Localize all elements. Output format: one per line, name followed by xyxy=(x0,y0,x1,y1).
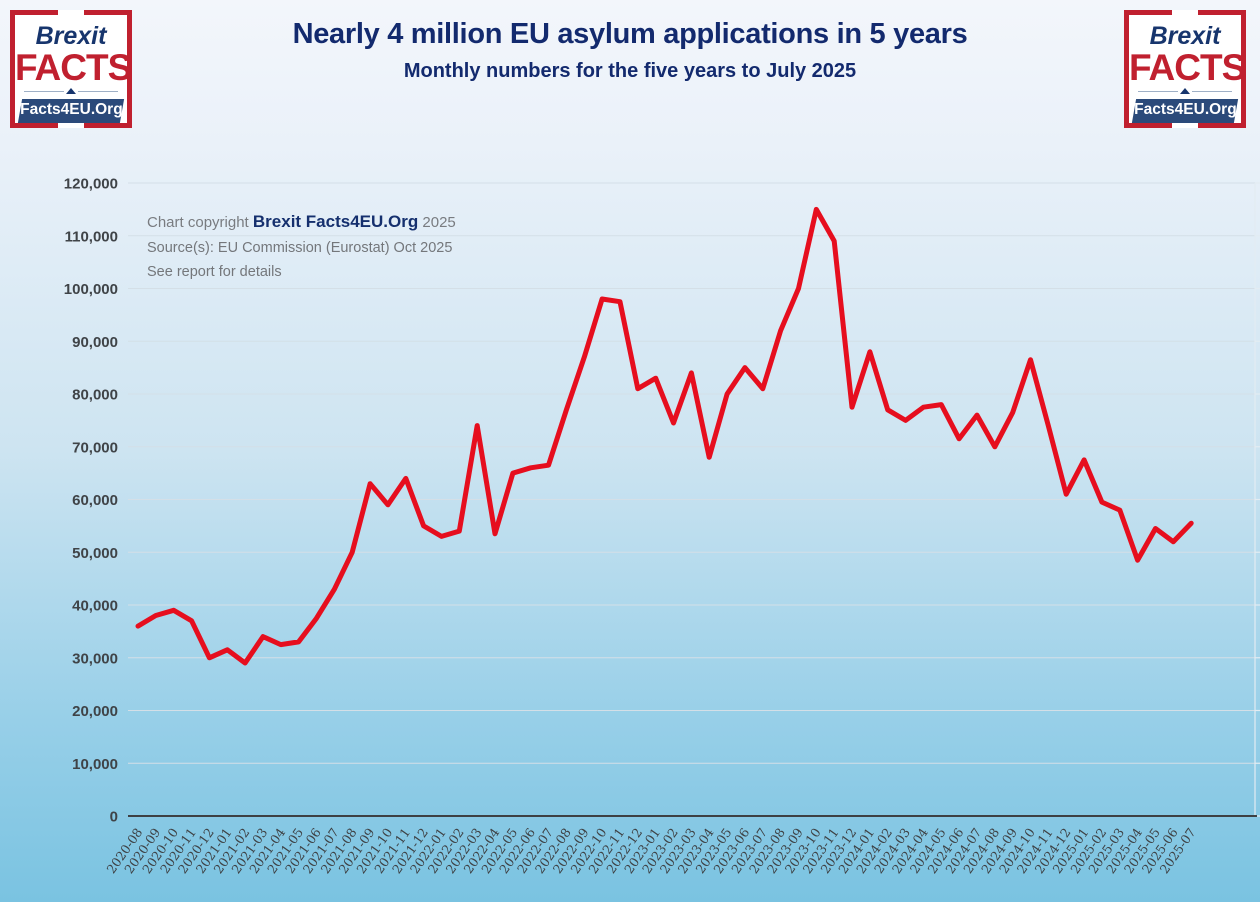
y-axis-tick-label: 40,000 xyxy=(72,598,118,615)
triangle-icon xyxy=(1180,88,1190,95)
header-titles: Nearly 4 million EU asylum applications … xyxy=(293,18,968,83)
logo-brexit-text: Brexit xyxy=(1149,22,1221,50)
y-axis-tick-label: 10,000 xyxy=(72,756,118,773)
logo-facts-text: FACTS xyxy=(1129,47,1246,88)
triangle-icon xyxy=(66,88,76,95)
y-axis-tick-label: 110,000 xyxy=(65,228,118,245)
logo-border-notch xyxy=(58,10,84,15)
y-axis-tick-label: 100,000 xyxy=(64,281,118,298)
y-axis-tick-label: 120,000 xyxy=(64,176,118,193)
y-axis-tick-label: 70,000 xyxy=(72,439,118,456)
data-line-series xyxy=(135,206,1194,666)
logo-border-notch xyxy=(58,123,84,128)
page-subtitle: Monthly numbers for the five years to Ju… xyxy=(403,60,857,82)
page-title: Nearly 4 million EU asylum applications … xyxy=(292,18,968,50)
logo-brexit-text: Brexit xyxy=(35,22,107,50)
brand-logo-left: Brexit FACTS Facts4EU.Org xyxy=(10,10,132,128)
y-axis-tick-label: 0 xyxy=(110,809,118,826)
y-axis-tick-label: 80,000 xyxy=(72,387,118,404)
copyright-year: 2025 xyxy=(422,214,456,231)
logo-divider xyxy=(24,88,118,95)
logo-border-notch xyxy=(1172,123,1198,128)
logo-facts-text: FACTS xyxy=(15,47,132,88)
brand-logo-right: Brexit FACTS Facts4EU.Org xyxy=(1124,10,1246,128)
copyright-brand: Brexit Facts4EU.Org xyxy=(252,212,419,231)
y-axis-tick-label: 20,000 xyxy=(72,703,118,720)
logo-divider xyxy=(1138,88,1232,95)
logo-banner-text: Facts4EU.Org xyxy=(20,101,123,119)
y-axis-tick-label: 90,000 xyxy=(72,334,118,351)
chart-annotation: Chart copyright Brexit Facts4EU.Org 2025… xyxy=(147,212,456,280)
source-line: Source(s): EU Commission (Eurostat) Oct … xyxy=(147,240,453,256)
report-note: See report for details xyxy=(147,264,282,280)
y-axis-tick-label: 50,000 xyxy=(72,545,118,562)
logo-banner: Facts4EU.Org xyxy=(1131,99,1239,124)
logo-border-notch xyxy=(1172,10,1198,15)
y-axis-tick-label: 30,000 xyxy=(72,650,118,667)
logo-banner: Facts4EU.Org xyxy=(17,99,125,124)
copyright-line: Chart copyright Brexit Facts4EU.Org 2025 xyxy=(147,212,456,232)
logo-banner-text: Facts4EU.Org xyxy=(1134,101,1237,119)
copyright-prefix: Chart copyright xyxy=(147,214,249,231)
y-axis-tick-label: 60,000 xyxy=(72,492,118,509)
